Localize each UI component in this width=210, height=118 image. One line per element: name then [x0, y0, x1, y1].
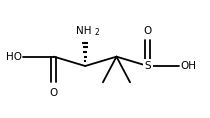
Text: O: O: [50, 88, 58, 98]
Text: S: S: [144, 61, 151, 71]
Text: OH: OH: [180, 61, 196, 71]
Text: 2: 2: [95, 28, 100, 37]
Text: NH: NH: [76, 26, 92, 36]
Text: HO: HO: [5, 52, 22, 62]
Text: O: O: [144, 26, 152, 36]
